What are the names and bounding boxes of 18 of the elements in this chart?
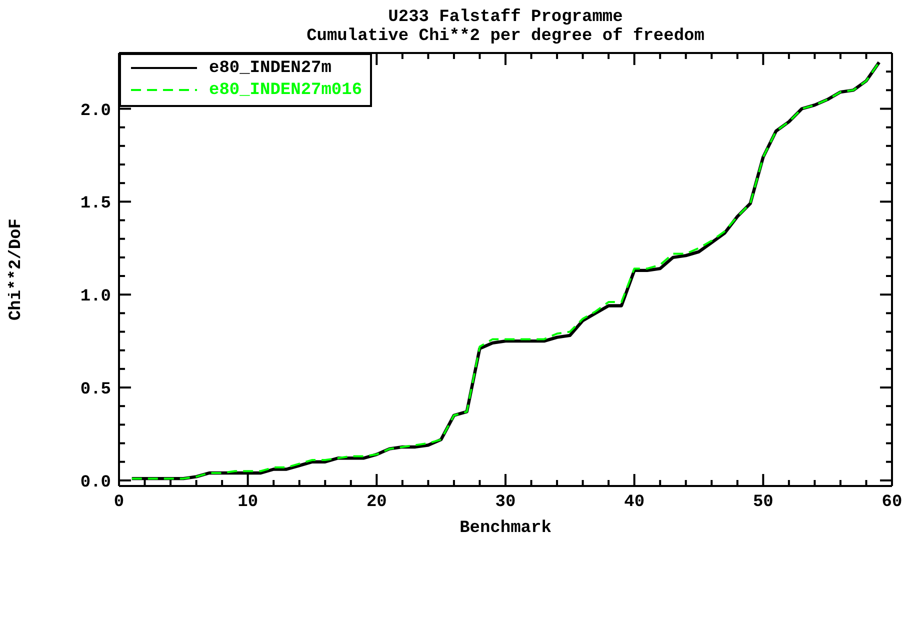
legend-label: e80_INDEN27m016 — [209, 80, 362, 100]
x-tick-label: 20 — [366, 493, 387, 512]
y-tick-label: 1.5 — [80, 194, 111, 214]
x-tick-label: 30 — [495, 493, 516, 512]
x-tick-label: 60 — [882, 493, 902, 512]
legend-label: e80_INDEN27m — [209, 58, 332, 78]
x-tick-label: 40 — [624, 493, 645, 512]
x-tick-label: 0 — [114, 493, 124, 512]
y-tick-label: 1.0 — [80, 288, 111, 307]
x-tick-label: 50 — [752, 493, 774, 512]
y-tick-label: 2.0 — [80, 102, 111, 121]
chart-subtitle: Cumulative Chi**2 per degree of freedom — [306, 27, 706, 46]
y-tick-label: 0.5 — [80, 380, 111, 400]
x-axis-title: Benchmark — [460, 519, 552, 538]
chart-title: U233 Falstaff Programme — [387, 8, 624, 27]
y-axis-title: Chi**2/DoF — [7, 218, 26, 321]
x-tick-label: 10 — [238, 493, 258, 512]
y-tick-label: 0.0 — [80, 473, 111, 492]
